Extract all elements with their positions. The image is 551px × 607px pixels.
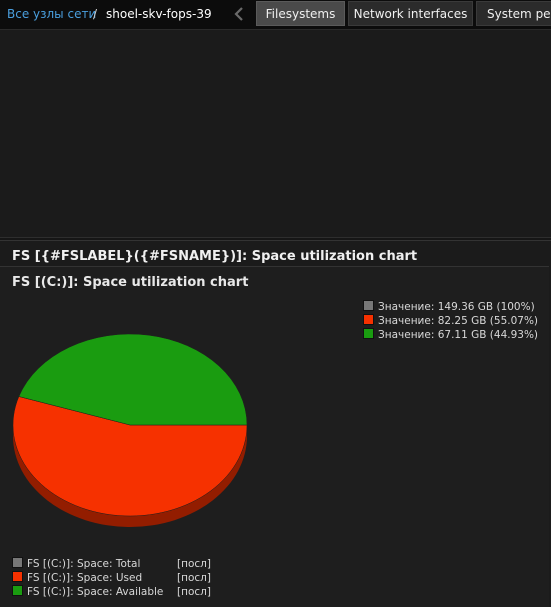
pie-slice-1 xyxy=(18,333,248,426)
legend-top-available-text: Значение: 67.11 GB (44.93%) xyxy=(378,329,539,341)
breadcrumb-all-hosts-link[interactable]: Все узлы сети xyxy=(7,7,97,21)
legend-bottom-swatch-used xyxy=(12,571,23,582)
legend-top-used: Значение: 82.25 GB (55.07%) xyxy=(363,314,538,327)
legend-bottom-swatch-available xyxy=(12,585,23,596)
breadcrumb-separator: / xyxy=(93,7,98,21)
chevron-left-icon[interactable] xyxy=(231,6,247,22)
legend-bottom-used: FS [(C:)]: Space: Used [посл] xyxy=(12,571,211,584)
legend-bottom-used-func: [посл] xyxy=(177,572,211,584)
legend-bottom-used-name: FS [(C:)]: Space: Used xyxy=(27,572,143,584)
legend-top-total-text: Значение: 149.36 GB (100%) xyxy=(378,301,535,313)
legend-bottom-available-name: FS [(C:)]: Space: Available xyxy=(27,586,164,598)
chart-title: FS [(C:)]: Space utilization chart xyxy=(12,275,249,290)
legend-top-available: Значение: 67.11 GB (44.93%) xyxy=(363,328,538,341)
legend-swatch-total xyxy=(363,300,374,311)
legend-top-total: Значение: 149.36 GB (100%) xyxy=(363,300,535,313)
tab-system-performance[interactable]: System perf xyxy=(476,1,551,26)
pie-slice-0 xyxy=(12,396,248,517)
upper-graph-panel xyxy=(0,30,551,238)
tab-network-interfaces[interactable]: Network interfaces xyxy=(348,1,473,26)
legend-bottom-swatch-total xyxy=(12,557,23,568)
legend-swatch-used xyxy=(363,314,374,325)
top-navigation-bar: Все узлы сети / shoel-skv-fops-39 Filesy… xyxy=(0,0,551,30)
breadcrumb-host-name: shoel-skv-fops-39 xyxy=(106,7,212,21)
tab-filesystems[interactable]: Filesystems xyxy=(256,1,345,26)
legend-top-used-text: Значение: 82.25 GB (55.07%) xyxy=(378,315,539,327)
legend-bottom-available-func: [посл] xyxy=(177,586,211,598)
legend-bottom-available: FS [(C:)]: Space: Available [посл] xyxy=(12,585,211,598)
pie-slices xyxy=(12,333,248,527)
legend-bottom-total-name: FS [(C:)]: Space: Total xyxy=(27,558,141,570)
legend-swatch-available xyxy=(363,328,374,339)
legend-bottom-total: FS [(C:)]: Space: Total [посл] xyxy=(12,557,211,570)
graph-prototype-title: FS [{#FSLABEL}({#FSNAME})]: Space utiliz… xyxy=(12,249,418,264)
legend-bottom-total-func: [посл] xyxy=(177,558,211,570)
